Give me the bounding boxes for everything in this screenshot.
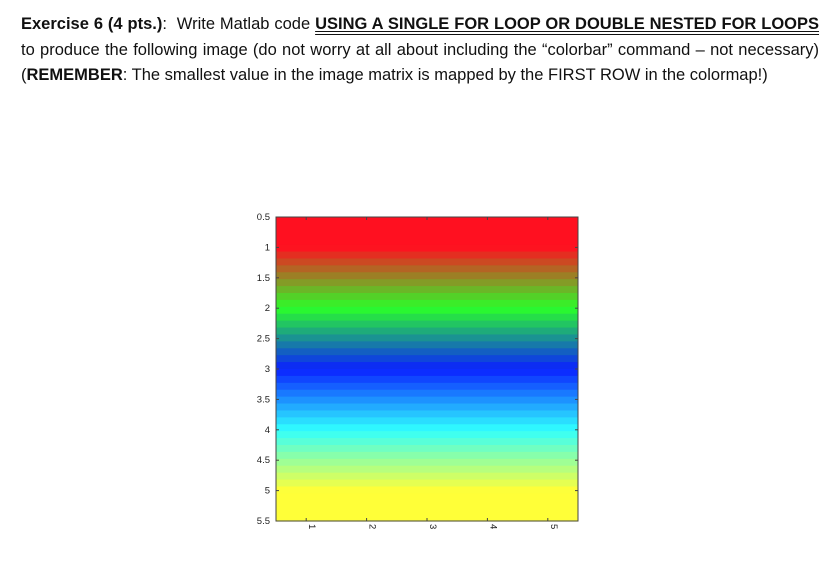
heatmap-band — [276, 382, 578, 391]
heatmap-band — [276, 348, 578, 356]
heatmap-band — [276, 486, 578, 494]
heatmap-band — [276, 410, 578, 418]
x-tick-label: 1 — [306, 524, 317, 529]
intro-text: Write Matlab code — [166, 15, 316, 33]
body-text-1: to produce the following image (do not w… — [21, 40, 819, 85]
y-tick-label: 0.5 — [257, 212, 270, 223]
heatmap-band — [276, 514, 578, 522]
y-tick-label: 4 — [265, 425, 270, 436]
heatmap-band — [276, 417, 578, 425]
heatmap-band — [276, 396, 578, 405]
heatmap-band — [276, 369, 578, 377]
heatmap-band — [276, 327, 578, 336]
heatmap-band — [276, 293, 578, 301]
heatmap-band — [276, 334, 578, 342]
y-tick-label: 3 — [265, 364, 270, 375]
exercise-label: Exercise 6 (4 pts.) — [21, 15, 163, 33]
y-tick-label: 3.5 — [257, 394, 270, 405]
y-tick-label: 1.5 — [257, 273, 270, 284]
heatmap-band — [276, 431, 578, 439]
heatmap-band — [276, 223, 578, 232]
emphasis-text: USING A SINGLE FOR LOOP OR DOUBLE NESTED… — [315, 15, 820, 33]
heatmap-band — [276, 299, 578, 308]
y-tick-label: 5.5 — [257, 516, 270, 527]
heatmap-band — [276, 217, 578, 225]
heatmap-band — [276, 472, 578, 481]
heatmap-band — [276, 286, 578, 294]
heatmap-band — [276, 279, 578, 287]
body-text-2: : The smallest value in the image matrix… — [122, 66, 768, 84]
axis-ticks: 0.5 1 1.5 2 2.5 3 3.5 4 4.5 5 5.5 1 2 3 4 5 — [257, 212, 578, 529]
heatmap-band — [276, 389, 578, 398]
heatmap-band — [276, 341, 578, 349]
heatmap-band — [276, 265, 578, 273]
heatmap-band — [276, 403, 578, 412]
heatmap-band — [276, 493, 578, 501]
heatmap-band — [276, 479, 578, 488]
x-tick-label: 5 — [548, 524, 559, 529]
y-tick-label: 5 — [265, 486, 270, 497]
x-tick-label: 3 — [427, 524, 438, 529]
heatmap-band — [276, 313, 578, 322]
heatmap-band — [276, 438, 578, 446]
heatmap-band — [276, 500, 578, 508]
remember-label: REMEMBER — [26, 66, 123, 84]
heatmap-band — [276, 230, 578, 239]
y-tick-label: 2.5 — [257, 334, 270, 345]
exercise-text: Exercise 6 (4 pts.): Write Matlab code U… — [21, 12, 819, 89]
heatmap-band — [276, 306, 578, 315]
heatmap-band — [276, 424, 578, 432]
heatmap-band — [276, 458, 578, 467]
y-tick-label: 1 — [265, 242, 270, 253]
heatmap-band — [276, 465, 578, 474]
heatmap-band — [276, 320, 578, 329]
heatmap-bands — [276, 217, 578, 522]
heatmap-band — [276, 355, 578, 363]
y-tick-label: 4.5 — [257, 455, 270, 466]
heatmap-band — [276, 451, 578, 460]
x-tick-label: 4 — [487, 524, 498, 529]
heatmap-band — [276, 237, 578, 246]
heatmap-band — [276, 251, 578, 260]
y-tick-label: 2 — [265, 303, 270, 314]
heatmap-band — [276, 258, 578, 266]
heatmap-band — [276, 507, 578, 515]
heatmap-band — [276, 375, 578, 384]
heatmap-band — [276, 272, 578, 280]
x-tick-label: 2 — [367, 524, 378, 529]
heatmap-band — [276, 445, 578, 453]
colon: : — [162, 15, 167, 33]
heatmap-band — [276, 362, 578, 370]
heatmap-band — [276, 244, 578, 253]
